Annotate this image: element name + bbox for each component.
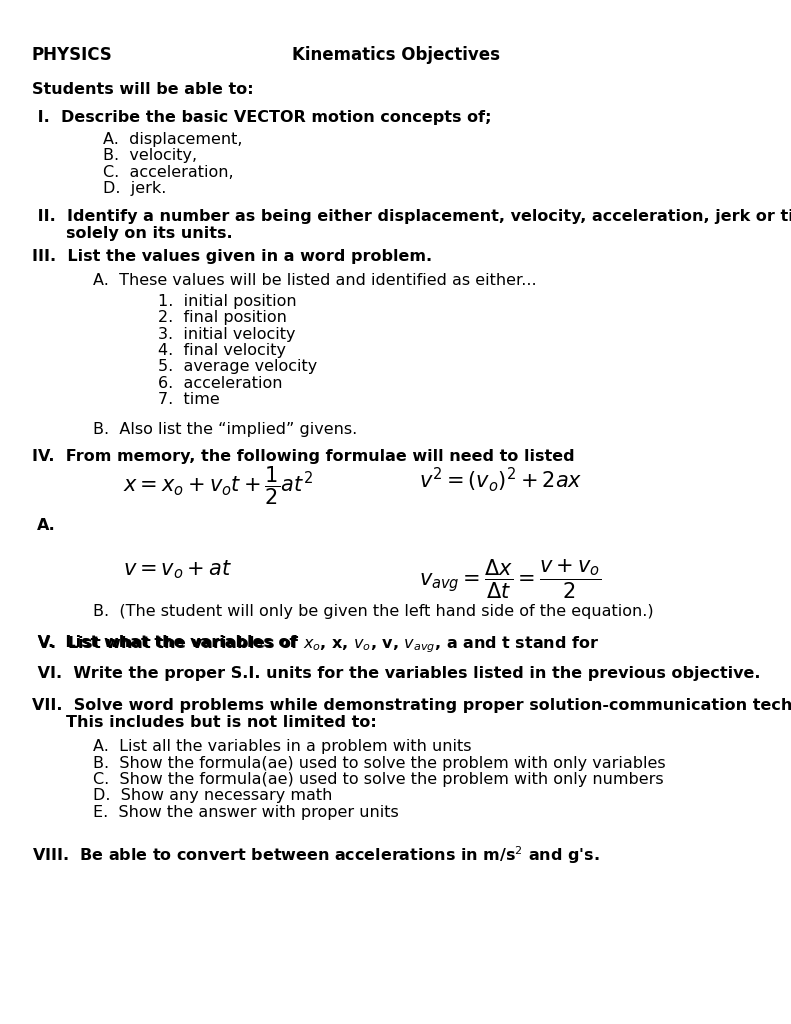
Text: 7.  time: 7. time bbox=[158, 392, 220, 408]
Text: VIII.  Be able to convert between accelerations in m/s$^2$ and g's.: VIII. Be able to convert between acceler… bbox=[32, 845, 600, 866]
Text: B.  Show the formula(ae) used to solve the problem with only variables: B. Show the formula(ae) used to solve th… bbox=[93, 756, 666, 771]
Text: A.  These values will be listed and identified as either...: A. These values will be listed and ident… bbox=[93, 273, 537, 289]
Text: I.  Describe the basic VECTOR motion concepts of;: I. Describe the basic VECTOR motion conc… bbox=[32, 110, 491, 125]
Text: B.  (The student will only be given the left hand side of the equation.): B. (The student will only be given the l… bbox=[93, 604, 654, 620]
Text: $v_{avg} = \dfrac{\Delta x}{\Delta t} = \dfrac{v + v_o}{2}$: $v_{avg} = \dfrac{\Delta x}{\Delta t} = … bbox=[419, 558, 601, 601]
Text: 6.  acceleration: 6. acceleration bbox=[158, 376, 282, 391]
Text: 4.  final velocity: 4. final velocity bbox=[158, 343, 286, 358]
Text: E.  Show the answer with proper units: E. Show the answer with proper units bbox=[93, 805, 399, 820]
Text: IV.  From memory, the following formulae will need to listed: IV. From memory, the following formulae … bbox=[32, 449, 574, 464]
Text: PHYSICS: PHYSICS bbox=[32, 46, 112, 65]
Text: VII.  Solve word problems while demonstrating proper solution-communication tech: VII. Solve word problems while demonstra… bbox=[32, 698, 791, 714]
Text: Students will be able to:: Students will be able to: bbox=[32, 82, 253, 97]
Text: D.  Show any necessary math: D. Show any necessary math bbox=[93, 788, 333, 804]
Text: V.  List what the variables of $x_o$, x, $v_o$, v, $v_{avg}$, a and t stand for: V. List what the variables of $x_o$, x, … bbox=[32, 635, 599, 655]
Text: II.  Identify a number as being either displacement, velocity, acceleration, jer: II. Identify a number as being either di… bbox=[32, 209, 791, 224]
Text: III.  List the values given in a word problem.: III. List the values given in a word pro… bbox=[32, 249, 432, 264]
Text: D.  jerk.: D. jerk. bbox=[103, 181, 166, 197]
Text: B.  Also list the “implied” givens.: B. Also list the “implied” givens. bbox=[93, 422, 358, 437]
Text: Kinematics Objectives: Kinematics Objectives bbox=[292, 46, 499, 65]
Text: A.  List all the variables in a problem with units: A. List all the variables in a problem w… bbox=[93, 739, 472, 755]
Text: $v = v_o + at$: $v = v_o + at$ bbox=[123, 558, 232, 581]
Text: V.  List what the variables of: V. List what the variables of bbox=[32, 635, 301, 650]
Text: A.  displacement,: A. displacement, bbox=[103, 132, 242, 147]
Text: A.: A. bbox=[37, 518, 56, 534]
Text: This includes but is not limited to:: This includes but is not limited to: bbox=[66, 715, 377, 730]
Text: $x = x_o + v_o t + \dfrac{1}{2}at^2$: $x = x_o + v_o t + \dfrac{1}{2}at^2$ bbox=[123, 465, 312, 508]
Text: C.  Show the formula(ae) used to solve the problem with only numbers: C. Show the formula(ae) used to solve th… bbox=[93, 772, 664, 787]
Text: 2.  final position: 2. final position bbox=[158, 310, 287, 326]
Text: 3.  initial velocity: 3. initial velocity bbox=[158, 327, 296, 342]
Text: C.  acceleration,: C. acceleration, bbox=[103, 165, 233, 180]
Text: VI.  Write the proper S.I. units for the variables listed in the previous object: VI. Write the proper S.I. units for the … bbox=[32, 666, 760, 681]
Text: 1.  initial position: 1. initial position bbox=[158, 294, 297, 309]
Text: $v^2 = (v_o)^2 + 2ax$: $v^2 = (v_o)^2 + 2ax$ bbox=[419, 465, 583, 494]
Text: 5.  average velocity: 5. average velocity bbox=[158, 359, 317, 375]
Text: B.  velocity,: B. velocity, bbox=[103, 148, 197, 164]
Text: solely on its units.: solely on its units. bbox=[66, 226, 233, 242]
